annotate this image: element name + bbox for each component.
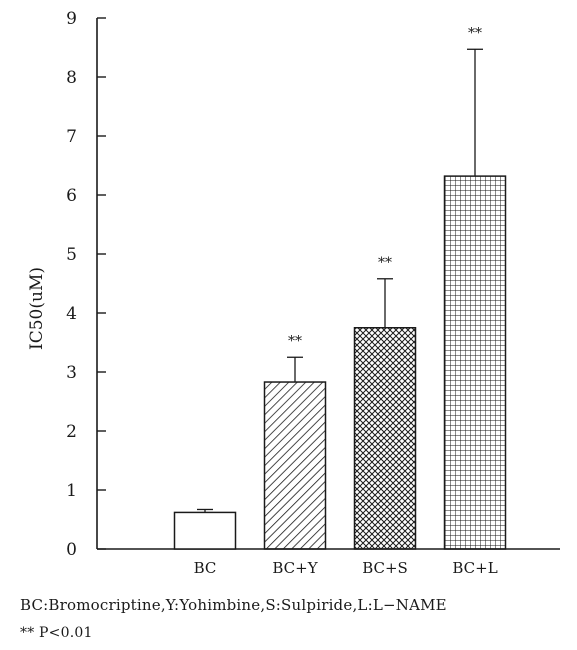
y-tick-label-5: 5 <box>66 245 77 265</box>
bar-1 <box>263 381 327 550</box>
bar-3 <box>443 175 507 550</box>
category-label-1: BC+Y <box>272 559 318 577</box>
y-tick-label-6: 6 <box>66 186 77 206</box>
significance-label-1: ** <box>288 333 302 349</box>
y-axis-label: IC50(uM) <box>27 267 47 350</box>
y-tick-label-0: 0 <box>66 540 77 560</box>
significance-footnote: ** P<0.01 <box>20 625 93 641</box>
y-tick-label-2: 2 <box>66 422 77 442</box>
category-label-3: BC+L <box>452 559 497 577</box>
significance-label-2: ** <box>378 255 392 271</box>
y-tick-label-4: 4 <box>66 304 77 324</box>
y-tick-label-7: 7 <box>66 127 77 147</box>
y-tick-label-3: 3 <box>66 363 77 383</box>
abbreviation-footnote: BC:Bromocriptine,Y:Yohimbine,S:Sulpiride… <box>20 596 447 614</box>
category-label-0: BC <box>194 559 217 577</box>
significance-label-3: ** <box>468 25 482 41</box>
y-tick-label-8: 8 <box>66 68 77 88</box>
y-tick-label-1: 1 <box>66 481 77 501</box>
bar-0 <box>173 511 237 550</box>
y-tick-label-9: 9 <box>66 9 77 29</box>
bars <box>173 48 507 550</box>
labels: 0 1 2 3 4 5 6 7 8 9 IC50(uM) BC ** BC+Y ** BC+S ** BC+L <box>27 9 498 577</box>
bar-2 <box>353 327 417 550</box>
category-label-2: BC+S <box>362 559 408 577</box>
